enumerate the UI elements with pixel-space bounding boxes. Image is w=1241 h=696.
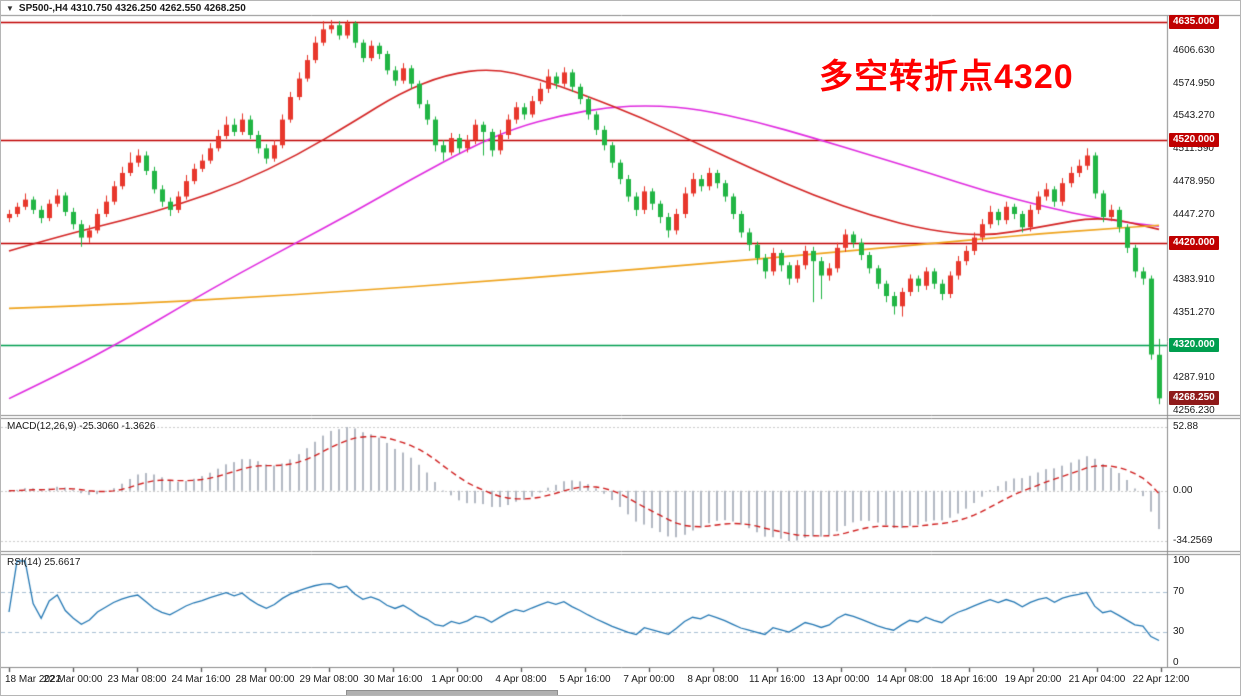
time-axis-label: 28 Mar 00:00: [235, 674, 295, 685]
macd-tick-label: 0.00: [1173, 484, 1193, 496]
price-axis[interactable]: 4606.630 4574.950 4543.270 4511.590 4478.950…: [1168, 1, 1240, 668]
price-tick-label: 4574.950: [1173, 77, 1215, 89]
symbol-ohlc-text: SP500-,H4 4310.750 4326.250 4262.550 426…: [18, 3, 246, 14]
time-axis-label: 13 Apr 00:00: [812, 674, 870, 685]
macd-tick-label: -34.2569: [1173, 535, 1213, 546]
price-line-badge: 4520.000: [1169, 133, 1219, 148]
current-price-badge: 4268.250: [1169, 391, 1219, 406]
time-axis-label: 30 Mar 16:00: [363, 674, 423, 685]
time-axis-label: 21 Apr 04:00: [1068, 674, 1126, 685]
price-tick-label: 4287.910: [1173, 372, 1215, 384]
pivot-annotation-text[interactable]: 多空转折点4320: [819, 58, 1074, 96]
time-axis-label: 22 Mar 00:00: [43, 674, 103, 685]
symbol-dropdown-icon[interactable]: ▼: [6, 4, 14, 13]
time-axis[interactable]: 18 Mar 2022 22 Mar 00:00 23 Mar 08:00 24 Ma…: [1, 668, 1240, 690]
time-axis-label: 19 Apr 20:00: [1004, 674, 1062, 685]
time-axis-label: 4 Apr 08:00: [495, 674, 547, 685]
horizontal-scrollbar-thumb[interactable]: [346, 690, 558, 695]
macd-tick-label: 52.88: [1173, 421, 1199, 432]
time-axis-label: 18 Apr 16:00: [940, 674, 998, 685]
price-line-badge: 4635.000: [1169, 15, 1219, 30]
price-tick-label: 4383.910: [1173, 273, 1215, 285]
time-axis-label: 14 Apr 08:00: [876, 674, 934, 685]
price-tick-label: 4447.270: [1173, 208, 1215, 220]
time-axis-label: 5 Apr 16:00: [559, 674, 611, 685]
time-axis-label: 18 Mar 2022: [5, 674, 62, 685]
time-axis-label: 29 Mar 08:00: [299, 674, 359, 685]
rsi-tick-label: 30: [1173, 626, 1185, 638]
time-axis-label: 7 Apr 00:00: [623, 674, 675, 685]
price-line-badge: 4420.000: [1169, 235, 1219, 250]
time-axis-label: 1 Apr 00:00: [431, 674, 483, 685]
time-axis-label: 24 Mar 16:00: [171, 674, 231, 685]
price-tick-label: 4478.950: [1173, 176, 1215, 188]
macd-indicator-label: MACD(12,26,9) -25.3060 -1.3626: [7, 421, 156, 432]
rsi-tick-label: 100: [1173, 555, 1190, 566]
time-axis-label: 22 Apr 12:00: [1132, 674, 1190, 685]
rsi-tick-label: 0: [1173, 657, 1179, 668]
rsi-indicator-label: RSI(14) 25.6617: [7, 557, 81, 568]
price-tick-label: 4606.630: [1173, 45, 1215, 57]
price-tick-label: 4511.590: [1173, 142, 1214, 154]
time-axis-label: 8 Apr 08:00: [687, 674, 739, 685]
rsi-tick-label: 70: [1173, 585, 1185, 597]
symbol-ohlc-info: ▼ SP500-,H4 4310.750 4326.250 4262.550 4…: [6, 3, 246, 14]
price-tick-label: 4351.270: [1173, 307, 1215, 319]
price-tick-label: 4256.230: [1173, 404, 1215, 416]
price-tick-label: 4543.270: [1173, 110, 1215, 122]
time-axis-label: 11 Apr 16:00: [749, 674, 805, 685]
time-axis-label: 23 Mar 08:00: [107, 674, 167, 685]
price-line-badge: 4320.000: [1169, 338, 1219, 353]
